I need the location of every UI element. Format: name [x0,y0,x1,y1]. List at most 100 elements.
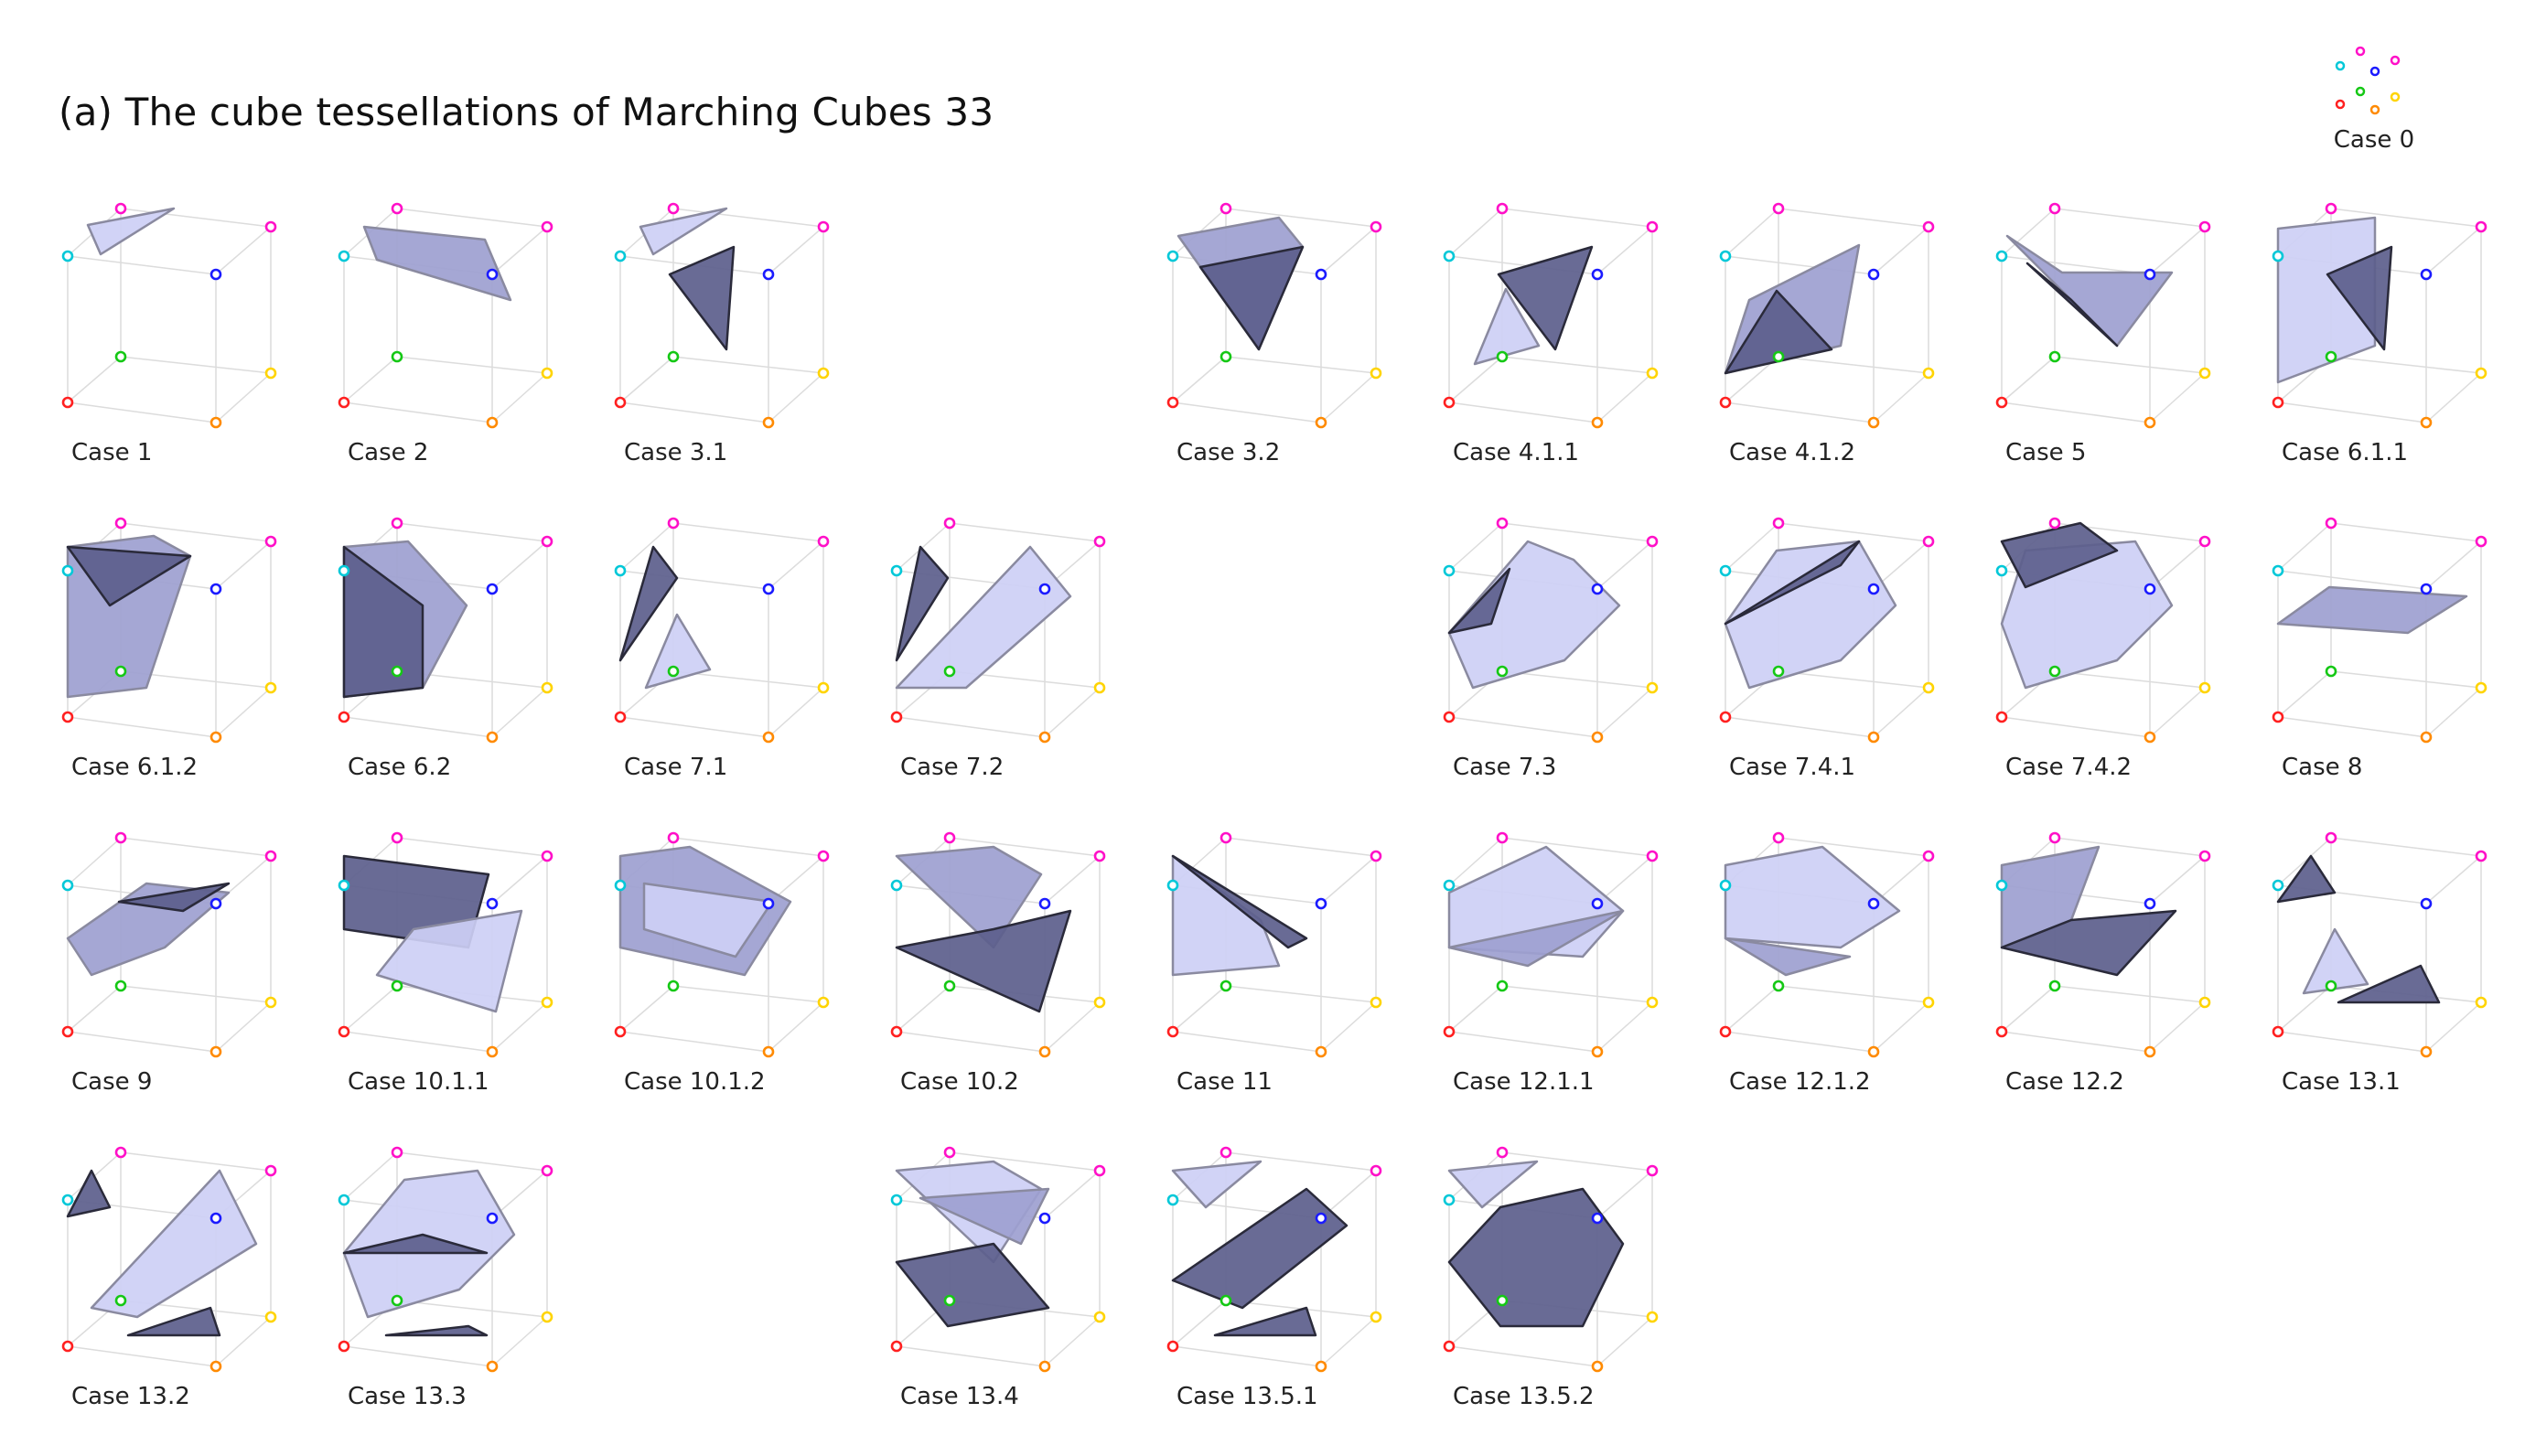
isosurface-triangle [1171,854,1308,949]
cube-vertex-marker [1719,711,1732,723]
cube-edge [1172,1300,1227,1347]
isosurface-triangle [2000,521,2119,589]
cube-edge [2330,208,2482,228]
case-cube-diagram [2272,517,2487,744]
cube-vertex-marker [114,980,127,992]
case-cube-diagram [1995,517,2211,744]
cube-edge [2425,687,2482,738]
isosurface-triangle [1447,909,1625,968]
cube-edge [768,372,824,423]
isosurface-triangle [1447,567,1511,635]
cube-edge [1172,1345,1322,1367]
cube-vertex-marker [1038,1045,1051,1058]
cube-vertex-marker [210,731,222,744]
cube-vertex-marker [817,681,830,694]
cube-edge [949,837,1101,857]
cube-vertex-marker [890,1025,903,1038]
case-label: Case 4.1.1 [1453,439,1580,466]
isosurface-triangle [362,225,512,302]
cube-edge [1725,522,1779,572]
cube-edge [1596,687,1653,738]
case-cube-diagram [890,1146,1106,1373]
cube-edge [67,837,122,886]
cube-edge [343,1345,493,1367]
cube-edge [1596,1170,1653,1219]
cube-vertex-marker [2420,268,2433,281]
cube-edge [672,356,824,374]
isosurface-triangle [668,245,736,351]
isosurface-triangle [90,1169,258,1319]
case-panel: Case 3.2 [1142,199,1416,492]
cube-edge [2330,522,2482,542]
cube-vertex-marker [1443,564,1456,577]
case-cube-diagram [2272,831,2487,1058]
cube-vertex-marker [1166,250,1179,262]
case-panel: Case 7.1 [589,514,864,807]
cube-edge [491,1316,548,1367]
cube-vertex-marker [667,665,680,678]
cube-vertex-marker [2272,564,2284,577]
cube-vertex-marker [2272,396,2284,409]
cube-edge [2330,670,2482,689]
cube-edge [768,226,824,275]
case-panel: Case 8 [2247,514,2521,807]
cube-vertex-marker [614,879,627,892]
cube-edge [120,985,272,1003]
case-cube-diagram [338,517,553,744]
cube-vertex-marker [2048,980,2061,992]
cube-edge [2001,985,2056,1033]
cube-edge [1873,1001,1929,1053]
cube-vertex-marker [486,416,499,429]
cube-vertex-marker [1443,1025,1456,1038]
isosurface-triangle [342,1233,489,1255]
cube-edge [896,716,1046,738]
cube-vertex-marker [1591,268,1604,281]
case-0-label: Case 0 [2333,126,2415,154]
isosurface-triangle [2000,909,2177,977]
cube-vertex-marker [210,1212,222,1225]
cube-vertex-marker [1093,1311,1106,1323]
cube-edge [215,226,272,275]
cube-vertex-marker [391,350,403,363]
cube-vertex-marker [762,268,775,281]
cube-vertex-marker [2048,517,2061,530]
case-label: Case 7.2 [900,754,1005,781]
cube-edge [1044,1316,1101,1367]
cube-edge [2330,837,2482,857]
cube-edge [1596,1316,1653,1367]
cube-vertex-marker [2198,367,2211,380]
cube-vertex-marker [2475,535,2487,548]
case-label: Case 10.2 [900,1068,1019,1096]
cube-vertex-marker [667,517,680,530]
cube-edge [491,687,548,738]
cube-vertex-marker [1370,996,1382,1009]
isosurface-triangle [1447,1160,1539,1209]
cube-vertex-marker [762,583,775,595]
cube-vertex-marker [1496,517,1509,530]
case-panel: Case 12.1.1 [1418,829,1692,1121]
cube-vertex-marker [2475,367,2487,380]
cube-edge [67,716,217,738]
case-cube-diagram [1166,831,1382,1058]
cube-vertex-marker [817,850,830,862]
cube-edge [2149,1001,2206,1053]
cube-vertex-marker [943,665,956,678]
cube-edge [768,541,824,590]
cube-vertex-marker [1646,1311,1659,1323]
cube-vertex-marker [817,535,830,548]
cube-vertex-marker [2144,268,2156,281]
cube-vertex-marker [2325,665,2337,678]
cube-vertex-marker [1719,1025,1732,1038]
cube-edge [1448,1345,1598,1367]
case-label: Case 1 [71,439,153,466]
cube-edge [2425,855,2482,905]
cube-edge [1596,541,1653,590]
cube-edge [491,1001,548,1053]
isosurface-triangle [1447,1187,1625,1328]
cube-vertex-marker [1038,1360,1051,1373]
cube-vertex-marker [61,1194,74,1206]
isosurface-triangle [618,545,679,662]
cube-vertex-marker [2048,665,2061,678]
cube-edge [2149,226,2206,275]
case-panel: Case 1 [37,199,311,492]
